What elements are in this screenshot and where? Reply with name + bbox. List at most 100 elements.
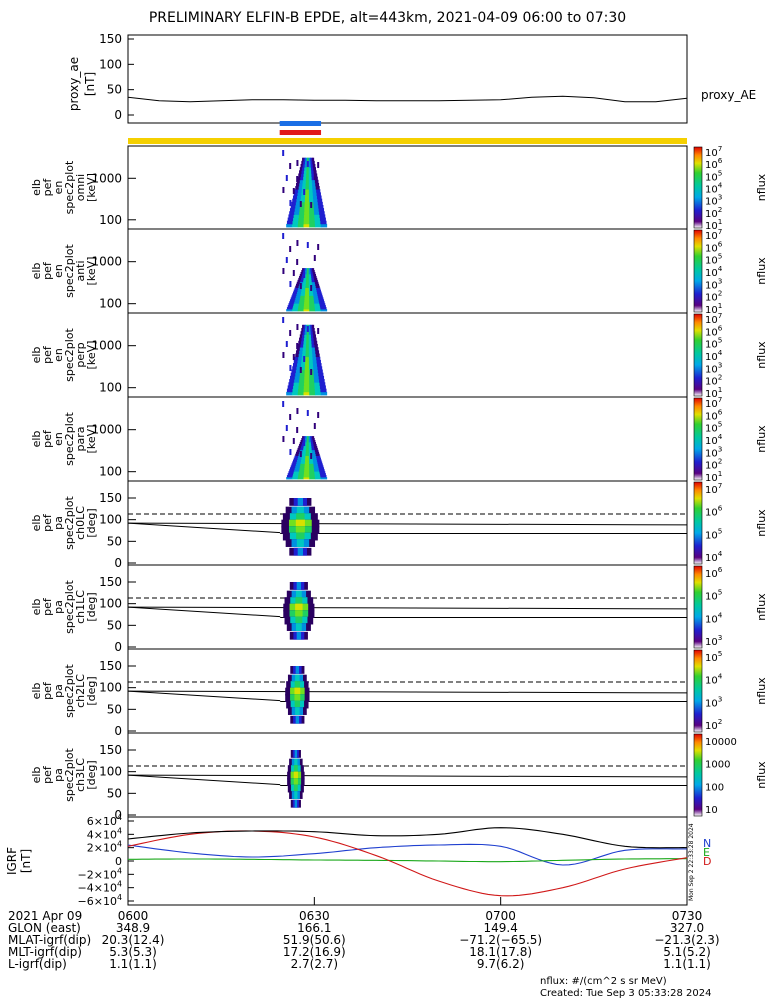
spectrogram-cell (309, 198, 314, 203)
pitch-cell-core (294, 681, 301, 689)
footer-row-label: MLAT-igrf(dip) (8, 933, 91, 947)
colorbar-tick: 10000 (705, 737, 737, 748)
pitch-ylabel-line: pa (52, 600, 65, 614)
spectrogram-cell (312, 353, 317, 358)
spectrogram-cell (302, 449, 307, 453)
footer-value: 18.1(17.8) (469, 945, 532, 959)
spectrogram-cell (299, 465, 306, 468)
spectrogram-cell (303, 279, 307, 283)
spectrogram-cell (299, 281, 304, 285)
spectrogram-cell (305, 324, 308, 329)
spectrogram-speck (313, 174, 316, 180)
spectrogram-cell (304, 375, 310, 380)
energy-ylabel-line: en (52, 181, 65, 195)
spectrogram-speck (299, 283, 302, 289)
spectrogram-cell (292, 293, 298, 296)
colorbar-tick: 101 (705, 385, 722, 400)
spectrogram-cell (313, 375, 320, 380)
spectrogram-cell (306, 445, 310, 449)
spectrogram-speck (285, 257, 288, 263)
spectrogram-cell (299, 334, 303, 338)
spectrogram-cell (294, 455, 299, 458)
spectrogram-cell (313, 465, 319, 468)
pitch-cell-core (294, 791, 298, 799)
spectrogram-cell (316, 363, 322, 367)
spectrogram-cell (295, 201, 301, 206)
spectrogram-cell (320, 391, 328, 396)
spectrogram-speck (282, 352, 285, 358)
pitch-ylabel-line: elb (30, 683, 43, 700)
proxy-ae-tick: 150 (99, 32, 122, 46)
spectrogram-cell (319, 301, 325, 304)
spectrogram-cell (313, 366, 318, 370)
spectrogram-speck (289, 330, 292, 336)
spectrogram-cell (308, 447, 313, 451)
spectrogram-cell (308, 157, 311, 162)
colorbar-tick: 105 (705, 168, 722, 183)
spectrogram-cell (315, 309, 322, 312)
spectrogram-speck (299, 201, 302, 207)
spectrogram-cell (308, 179, 313, 184)
spectrogram-cell (308, 186, 313, 190)
spectrogram-speck (282, 317, 285, 323)
spectrogram-cell (287, 217, 294, 222)
igrf-tick-label: −2×104 (78, 866, 122, 881)
spectrogram-speck (303, 272, 306, 278)
spectrogram-cell (318, 204, 324, 209)
spectrogram-cell (309, 223, 316, 228)
spectrogram-cell (298, 445, 302, 449)
spectrogram-cell (295, 186, 300, 190)
spectrogram-cell (308, 167, 312, 171)
colorbar-tick: 102 (705, 289, 722, 304)
pitch-ylabel-line: pa (52, 684, 65, 698)
igrf-tick-label: −4×104 (78, 880, 122, 895)
spectrogram-cell (308, 347, 313, 351)
spectrogram-cell (305, 285, 310, 288)
colorbar-tick: 103 (705, 193, 722, 208)
spectrogram-cell (312, 272, 316, 275)
spectrogram-cell (299, 297, 306, 300)
spectrogram-cell (297, 447, 301, 451)
pitch-ylabel-line: pa (52, 768, 65, 782)
spectrogram-cell (297, 223, 305, 228)
spectrogram-cell (303, 477, 310, 480)
spectrogram-speck (296, 160, 299, 166)
spectrogram-cell (308, 170, 312, 174)
spectrogram-cell (314, 379, 320, 383)
spectrogram-cell (318, 465, 324, 468)
spectrogram-cell (312, 285, 317, 288)
spectrogram-cell (289, 467, 296, 470)
spectrogram-cell (310, 324, 313, 329)
colorbar (693, 733, 703, 817)
spectrogram-cell (304, 273, 308, 277)
spectrogram-speck (313, 423, 316, 429)
spectrogram-cell (291, 309, 299, 312)
spectrogram-cell (313, 295, 319, 298)
spectrogram-cell (305, 189, 310, 193)
spectrogram-cell (303, 438, 306, 441)
spectrogram-cell (309, 382, 315, 386)
spectrogram-cell (304, 327, 308, 332)
colorbar (693, 565, 703, 649)
pitch-ylabel-line: [deg] (85, 760, 98, 789)
colorbar-tick: 106 (705, 565, 723, 580)
spectrogram-cell (299, 273, 303, 277)
spectrogram-cell (288, 303, 295, 306)
spectrogram-cell (299, 449, 304, 453)
spectrogram-cell (303, 277, 307, 281)
spectrogram-cell (290, 465, 296, 468)
colorbar-tick: 103 (705, 360, 722, 375)
igrf-legend-n: N (703, 837, 711, 850)
spectrogram-cell (314, 214, 321, 218)
spectrogram-cell (304, 369, 310, 374)
spectrogram-cell (295, 463, 301, 466)
spectrogram-cell (315, 391, 322, 396)
spectrogram-cell (298, 277, 302, 281)
spectrogram-cell (305, 289, 310, 292)
spectrogram-speck (313, 255, 316, 261)
spectrogram-cell (287, 305, 294, 308)
spectrogram-cell (305, 447, 310, 451)
pitch-ylabel-line: ch0LC (74, 506, 87, 540)
spectrogram-cell (302, 331, 306, 335)
spectrogram-cell (314, 279, 318, 283)
